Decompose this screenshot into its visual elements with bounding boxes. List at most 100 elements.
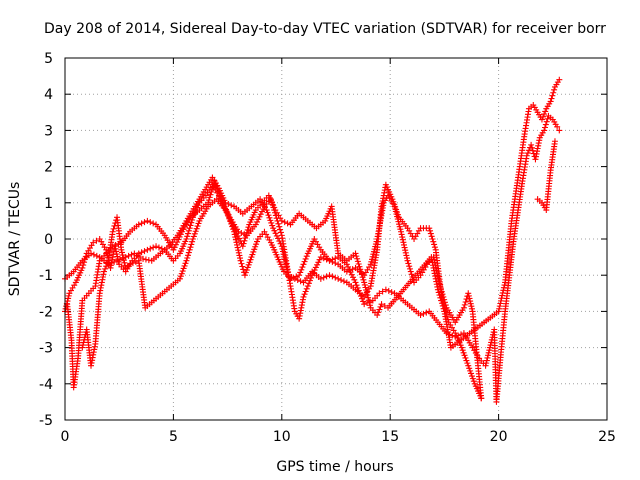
data-point-marker xyxy=(218,197,225,204)
data-point-marker xyxy=(293,273,300,280)
data-point-marker xyxy=(183,257,190,264)
data-point-marker xyxy=(233,239,240,246)
data-point-marker xyxy=(360,276,367,283)
data-point-marker xyxy=(245,261,252,268)
data-point-marker xyxy=(170,246,177,253)
data-point-marker xyxy=(440,293,447,300)
data-point-marker xyxy=(306,277,313,284)
data-point-marker xyxy=(187,244,194,251)
data-point-marker xyxy=(212,180,219,187)
data-point-marker xyxy=(252,221,259,228)
data-point-marker xyxy=(253,241,260,248)
data-point-marker xyxy=(375,309,382,316)
data-point-marker xyxy=(242,269,249,276)
data-point-marker xyxy=(229,222,236,229)
data-point-marker xyxy=(240,266,247,273)
data-point-marker xyxy=(309,272,316,279)
data-point-marker xyxy=(357,293,364,300)
data-point-marker xyxy=(258,208,265,215)
data-point-marker xyxy=(184,233,191,240)
data-point-marker xyxy=(244,264,251,271)
data-point-marker xyxy=(303,253,310,260)
data-point-marker xyxy=(329,258,336,265)
data-point-marker xyxy=(142,256,149,263)
data-point-marker xyxy=(501,282,508,289)
data-point-marker xyxy=(353,282,360,289)
data-point-marker xyxy=(524,150,531,157)
data-point-marker xyxy=(469,375,476,382)
data-point-marker xyxy=(317,275,324,282)
data-point-marker xyxy=(355,287,362,294)
data-point-marker xyxy=(287,275,294,282)
data-point-marker xyxy=(215,188,222,195)
data-point-marker xyxy=(234,244,241,251)
data-point-marker xyxy=(90,251,97,258)
data-point-marker xyxy=(404,257,411,264)
data-point-marker xyxy=(352,279,359,286)
data-point-marker xyxy=(275,220,282,227)
data-point-marker xyxy=(243,267,250,274)
data-point-marker xyxy=(121,259,128,266)
data-point-marker xyxy=(232,227,239,234)
data-point-marker xyxy=(406,265,413,272)
data-point-marker xyxy=(361,301,368,308)
data-point-marker xyxy=(346,267,353,274)
data-point-marker xyxy=(224,212,231,219)
data-point-marker xyxy=(239,263,246,270)
data-point-marker xyxy=(243,232,250,239)
data-point-marker xyxy=(496,303,503,310)
data-point-marker xyxy=(270,225,277,232)
data-point-marker xyxy=(150,244,157,251)
data-point-marker xyxy=(298,266,305,273)
data-point-marker xyxy=(311,267,318,274)
data-point-marker xyxy=(65,292,72,299)
data-point-marker xyxy=(187,222,194,229)
data-point-marker xyxy=(470,378,477,385)
data-point-marker xyxy=(194,223,201,230)
data-point-marker xyxy=(144,217,151,224)
data-point-marker xyxy=(300,293,307,300)
data-point-marker xyxy=(498,295,505,302)
data-point-marker xyxy=(296,272,303,279)
x-tick-labels: 0 5 10 15 20 25 xyxy=(61,429,616,445)
data-point-marker xyxy=(242,235,249,242)
data-point-marker xyxy=(458,331,465,338)
data-point-marker xyxy=(497,300,504,307)
data-point-marker xyxy=(435,277,442,284)
data-point-marker xyxy=(155,244,162,251)
data-points xyxy=(62,76,563,405)
data-point-marker xyxy=(483,360,490,367)
data-point-marker xyxy=(247,256,254,263)
data-point-marker xyxy=(500,284,507,291)
data-point-marker xyxy=(405,260,412,267)
data-point-marker xyxy=(385,287,392,294)
data-point-marker xyxy=(431,244,438,251)
data-point-marker xyxy=(301,258,308,265)
data-point-marker xyxy=(236,252,243,259)
data-point-marker xyxy=(195,220,202,227)
data-point-marker xyxy=(251,246,258,253)
data-point-marker xyxy=(267,217,274,224)
data-point-marker xyxy=(243,229,250,236)
x-tick-label: 15 xyxy=(381,429,399,445)
data-point-marker xyxy=(554,123,561,130)
data-point-marker xyxy=(297,269,304,276)
data-point-marker xyxy=(120,254,127,261)
data-point-marker xyxy=(228,202,235,209)
data-point-marker xyxy=(400,239,407,246)
data-point-marker xyxy=(354,284,361,291)
data-point-marker xyxy=(62,305,69,312)
data-point-marker xyxy=(499,292,506,299)
data-point-marker xyxy=(138,220,145,227)
data-point-marker xyxy=(374,312,381,319)
data-point-marker xyxy=(345,263,352,270)
data-point-marker xyxy=(463,296,470,303)
data-point-marker xyxy=(499,289,506,296)
y-tick-label: -4 xyxy=(39,377,53,393)
data-point-marker xyxy=(547,98,554,105)
data-point-marker xyxy=(304,283,311,290)
data-point-marker xyxy=(468,303,475,310)
data-point-marker xyxy=(102,265,109,272)
